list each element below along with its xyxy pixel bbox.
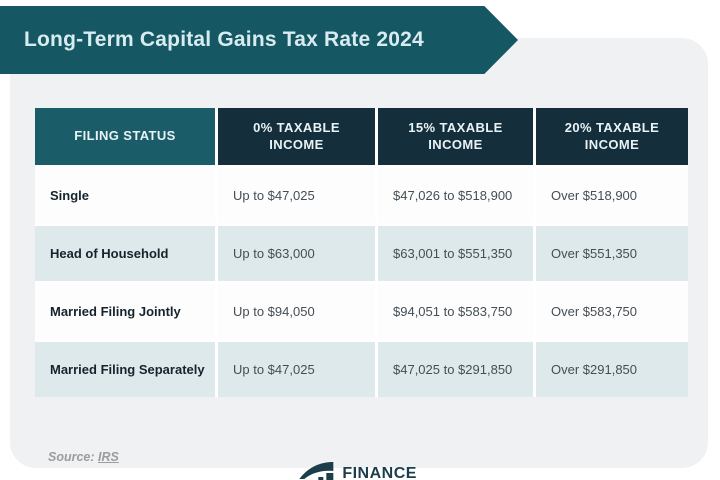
table-cell-rate15: $47,025 to $291,850 bbox=[378, 342, 533, 397]
table-cell-filing-status: Married Filing Separately bbox=[35, 342, 215, 397]
tax-rate-table: FILING STATUS 0% TAXABLE INCOME 15% TAXA… bbox=[35, 108, 688, 397]
logo-wordmark: FINANCE STRATEGISTS bbox=[342, 464, 420, 480]
logo-name: FINANCE bbox=[342, 464, 417, 480]
column-header-0-percent: 0% TAXABLE INCOME bbox=[218, 108, 375, 165]
table-cell-filing-status: Single bbox=[35, 168, 215, 223]
table-cell-rate20: Over $583,750 bbox=[536, 284, 688, 339]
table-cell-filing-status: Married Filing Jointly bbox=[35, 284, 215, 339]
column-header-20-percent: 20% TAXABLE INCOME bbox=[536, 108, 688, 165]
bar-chart-swoosh-icon bbox=[297, 460, 335, 480]
table-cell-rate15: $47,026 to $518,900 bbox=[378, 168, 533, 223]
title-banner: Long-Term Capital Gains Tax Rate 2024 bbox=[0, 6, 518, 74]
column-header-filing-status: FILING STATUS bbox=[35, 108, 215, 165]
table-cell-rate0: Up to $47,025 bbox=[218, 342, 375, 397]
table-cell-rate20: Over $518,900 bbox=[536, 168, 688, 223]
table-cell-rate15: $94,051 to $583,750 bbox=[378, 284, 533, 339]
column-header-15-percent: 15% TAXABLE INCOME bbox=[378, 108, 533, 165]
source-label: Source: bbox=[48, 450, 95, 464]
table-cell-rate0: Up to $94,050 bbox=[218, 284, 375, 339]
content-card: FILING STATUS 0% TAXABLE INCOME 15% TAXA… bbox=[10, 38, 708, 480]
source-irs-link[interactable]: IRS bbox=[98, 450, 119, 464]
table-cell-rate20: Over $291,850 bbox=[536, 342, 688, 397]
table-cell-rate0: Up to $63,000 bbox=[218, 226, 375, 281]
table-cell-rate20: Over $551,350 bbox=[536, 226, 688, 281]
table-cell-rate15: $63,001 to $551,350 bbox=[378, 226, 533, 281]
page-title: Long-Term Capital Gains Tax Rate 2024 bbox=[24, 28, 424, 51]
table-cell-rate0: Up to $47,025 bbox=[218, 168, 375, 223]
table-cell-filing-status: Head of Household bbox=[35, 226, 215, 281]
source-citation: Source: IRS bbox=[48, 450, 119, 464]
finance-strategists-logo: FINANCE STRATEGISTS bbox=[297, 460, 420, 480]
